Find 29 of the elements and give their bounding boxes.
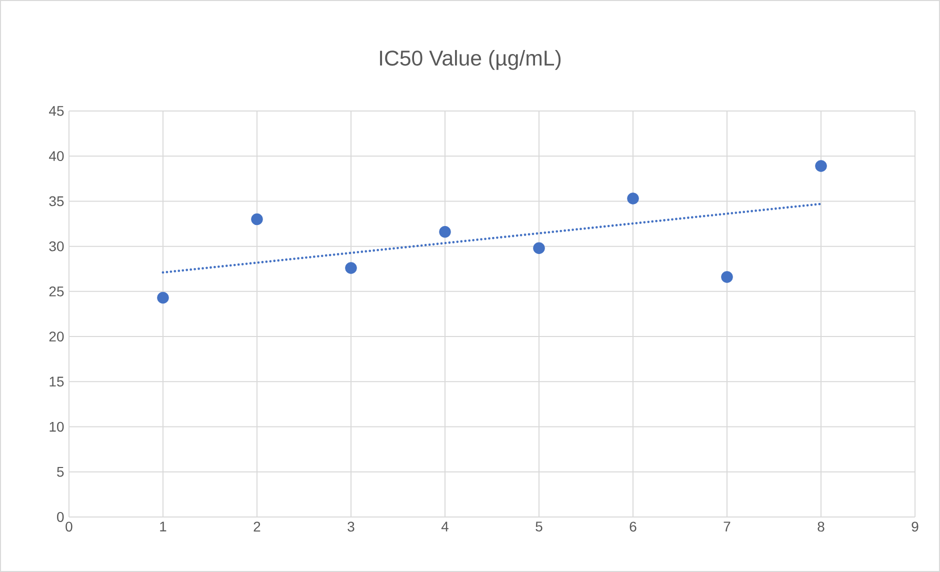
x-tick-label: 7 (724, 522, 730, 532)
y-tick-label: 15 (50, 376, 64, 387)
x-tick-label: 3 (348, 522, 354, 532)
chart-title: IC50 Value (µg/mL) (380, 50, 561, 70)
y-tick-label: 35 (49, 196, 64, 206)
y-tick-label: 45 (49, 106, 64, 116)
x-tick-label: 5 (536, 522, 542, 532)
x-tick-label: 1 (160, 522, 166, 532)
y-tick-label: 0 (57, 512, 64, 522)
point (439, 226, 451, 238)
point (157, 292, 169, 304)
x-tick-label: 4 (441, 522, 448, 532)
x-tick-label: 9 (912, 522, 918, 532)
x-tick-label: 2 (254, 522, 260, 532)
point (721, 271, 733, 283)
x-tick-label: 8 (818, 522, 824, 532)
y-tick-label: 25 (49, 286, 64, 296)
y-tick-label: 20 (49, 332, 64, 342)
y-tick-label: 40 (49, 151, 64, 162)
point (251, 213, 263, 226)
point (815, 160, 827, 172)
x-tick-label: 6 (630, 522, 636, 532)
x-tick-label: 0 (66, 522, 72, 532)
y-tick-label: 30 (49, 241, 64, 252)
y-tick-label: 5 (57, 467, 64, 477)
y-tick-label: 10 (50, 422, 64, 432)
point (627, 192, 639, 204)
point (345, 262, 357, 274)
point (533, 242, 545, 254)
